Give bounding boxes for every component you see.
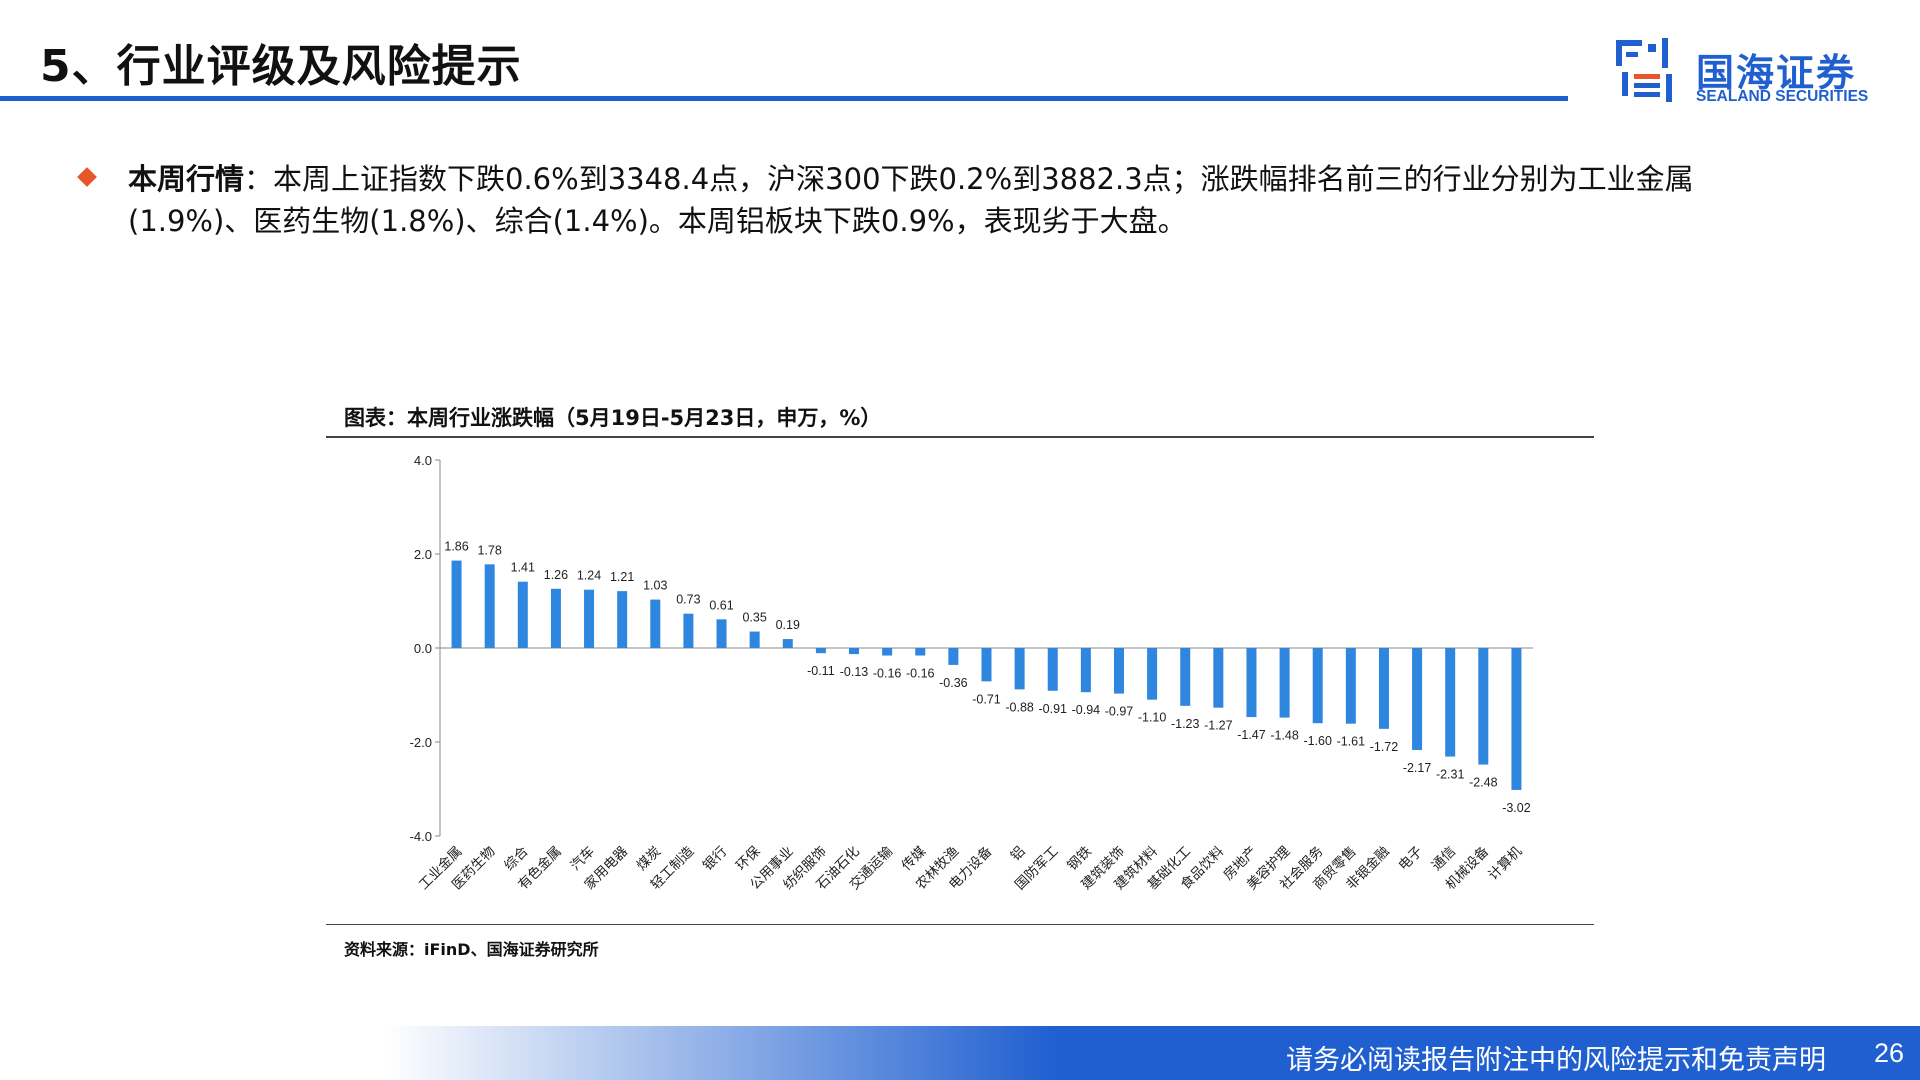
bar-国防军工 <box>1047 648 1058 691</box>
bar-银行 <box>716 619 727 648</box>
data-label: -1.27 <box>1204 719 1233 733</box>
page-title: 5、行业评级及风险提示 <box>40 41 522 92</box>
data-label: 1.41 <box>511 561 535 575</box>
data-label: 1.24 <box>577 569 601 583</box>
bar-社会服务 <box>1312 648 1323 724</box>
bar-商贸零售 <box>1345 648 1356 724</box>
bar-电子 <box>1412 648 1423 750</box>
data-label: -3.02 <box>1502 801 1531 815</box>
market-summary: 本周行情：本周上证指数下跌0.6%到3348.4点，沪深300下跌0.2%到38… <box>128 158 1768 242</box>
data-label: 0.35 <box>742 611 766 625</box>
bar-通信 <box>1445 648 1456 757</box>
data-label: 1.03 <box>643 579 667 593</box>
bar-非银金融 <box>1378 648 1389 729</box>
logo-name-cn: 国海证券 <box>1696 51 1857 95</box>
bar-机械设备 <box>1478 648 1489 765</box>
data-label: -0.36 <box>939 676 968 690</box>
data-label: -0.91 <box>1038 702 1067 716</box>
data-label: 1.26 <box>544 568 568 582</box>
bar-环保 <box>749 631 760 648</box>
x-tick-label: 计算机 <box>1485 843 1525 883</box>
bar-房地产 <box>1246 648 1257 718</box>
footer-disclaimer: 请务必阅读报告附注中的风险提示和免责声明 <box>1286 1045 1826 1076</box>
industry-change-bar-chart: 4.02.00.0-2.0-4.01.86工业金属1.78医药生物1.41综合1… <box>410 453 1533 893</box>
y-tick-label: 2.0 <box>414 547 432 562</box>
bar-电力设备 <box>981 648 992 682</box>
bar-公用事业 <box>782 639 793 648</box>
data-label: -0.11 <box>807 664 835 678</box>
data-label: -2.31 <box>1436 768 1465 782</box>
bar-工业金属 <box>451 560 462 648</box>
data-label: -0.16 <box>873 667 902 681</box>
x-tick-label: 银行 <box>700 844 730 874</box>
data-label: 0.19 <box>776 618 800 632</box>
page-number: 26 <box>1873 1038 1904 1068</box>
data-label: -0.94 <box>1072 703 1101 717</box>
data-label: -1.72 <box>1370 740 1399 754</box>
data-label: -2.17 <box>1403 761 1432 775</box>
bar-煤炭 <box>650 599 661 648</box>
y-tick-label: -2.0 <box>410 735 432 750</box>
data-label: -1.61 <box>1337 735 1366 749</box>
figure-bottom-rule <box>326 924 1594 925</box>
bar-医药生物 <box>484 564 495 648</box>
figure-source: 资料来源：iFinD、国海证券研究所 <box>344 940 599 959</box>
x-tick-label: 铝 <box>1008 844 1029 865</box>
data-label: -1.23 <box>1171 717 1200 731</box>
logo-name-en: SEALAND SECURITIES <box>1696 88 1869 105</box>
bar-计算机 <box>1511 648 1522 790</box>
data-label: -1.47 <box>1237 728 1266 742</box>
sealand-logo-icon <box>1616 38 1672 102</box>
bar-汽车 <box>584 589 595 648</box>
y-tick-label: 4.0 <box>414 453 432 468</box>
summary-text: ：本周上证指数下跌0.6%到3348.4点，沪深300下跌0.2%到3882.3… <box>128 162 1694 238</box>
bar-轻工制造 <box>683 613 694 648</box>
company-logo: 国海证券 SEALAND SECURITIES <box>1612 38 1892 106</box>
bar-建筑装饰 <box>1113 648 1124 694</box>
bar-家用电器 <box>617 591 628 648</box>
bar-美容护理 <box>1279 648 1290 718</box>
data-label: -0.16 <box>906 667 935 681</box>
bar-交通运输 <box>882 648 893 656</box>
bar-传媒 <box>915 648 926 656</box>
data-label: 1.86 <box>444 540 468 554</box>
bar-食品饮料 <box>1213 648 1224 708</box>
footer-bar <box>0 1026 1920 1080</box>
bar-纺织服饰 <box>815 648 826 654</box>
bar-农林牧渔 <box>948 648 959 665</box>
data-label: -1.48 <box>1270 729 1299 743</box>
y-tick-label: 0.0 <box>414 641 432 656</box>
y-tick-label: -4.0 <box>410 829 432 844</box>
data-label: -0.13 <box>840 665 869 679</box>
figure-title: 图表：本周行业涨跌幅（5月19日-5月23日，申万，%） <box>344 406 882 430</box>
data-label: -0.88 <box>1005 700 1034 714</box>
bar-石油石化 <box>849 648 860 655</box>
x-tick-label: 电子 <box>1395 844 1425 874</box>
bullet-diamond-icon <box>77 167 97 187</box>
bar-基础化工 <box>1180 648 1191 706</box>
bar-铝 <box>1014 648 1025 690</box>
bar-有色金属 <box>550 588 561 648</box>
bar-建筑材料 <box>1147 648 1158 700</box>
data-label: -2.48 <box>1469 776 1498 790</box>
figure-top-rule <box>326 436 1594 438</box>
bar-钢铁 <box>1080 648 1091 693</box>
bar-综合 <box>517 581 528 648</box>
data-label: 0.73 <box>676 593 700 607</box>
summary-label: 本周行情 <box>128 162 245 196</box>
data-label: -0.97 <box>1105 705 1134 719</box>
data-label: 1.78 <box>478 543 502 557</box>
data-label: 0.61 <box>709 598 733 612</box>
data-label: -1.60 <box>1303 734 1332 748</box>
data-label: 1.21 <box>610 570 634 584</box>
data-label: -1.10 <box>1138 711 1167 725</box>
header-divider <box>0 96 1568 101</box>
data-label: -0.71 <box>972 692 1001 706</box>
